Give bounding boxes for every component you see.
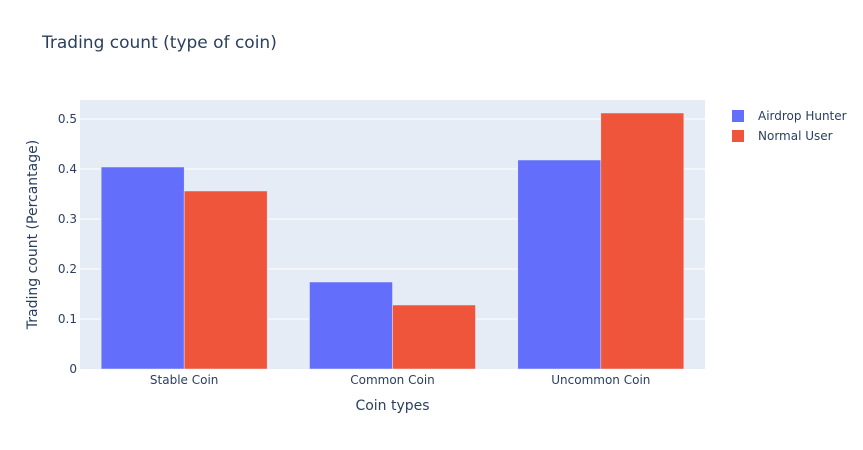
bar-airdrop-hunter[interactable] — [517, 159, 602, 370]
y-tick-label: 0.5 — [58, 112, 77, 126]
y-tick-label: 0.3 — [58, 212, 77, 226]
chart-title: Trading count (type of coin) — [42, 33, 277, 53]
y-axis-title: Trading count (Percantage) — [25, 140, 41, 330]
x-tick-label: Uncommon Coin — [551, 373, 650, 387]
legend-item-airdrop-hunter[interactable]: Airdrop Hunter — [732, 106, 847, 126]
y-tick-label: 0 — [69, 362, 77, 376]
legend-item-normal-user[interactable]: Normal User — [732, 126, 847, 146]
x-tick-label: Common Coin — [350, 373, 435, 387]
x-tick-label: Stable Coin — [150, 373, 218, 387]
bar-airdrop-hunter[interactable] — [100, 166, 185, 370]
legend: Airdrop Hunter Normal User — [732, 106, 847, 146]
y-tick-label: 0.4 — [58, 162, 77, 176]
y-tick-label: 0.2 — [58, 262, 77, 276]
bar-normal-user[interactable] — [183, 190, 268, 370]
bar-normal-user[interactable] — [392, 304, 476, 370]
x-axis-title: Coin types — [355, 398, 429, 414]
legend-swatch-icon — [732, 130, 744, 142]
bar-airdrop-hunter[interactable] — [309, 281, 393, 370]
legend-label: Normal User — [758, 129, 833, 143]
y-tick-label: 0.1 — [58, 312, 77, 326]
bar-normal-user[interactable] — [600, 112, 685, 370]
legend-swatch-icon — [732, 110, 744, 122]
legend-label: Airdrop Hunter — [758, 109, 847, 123]
